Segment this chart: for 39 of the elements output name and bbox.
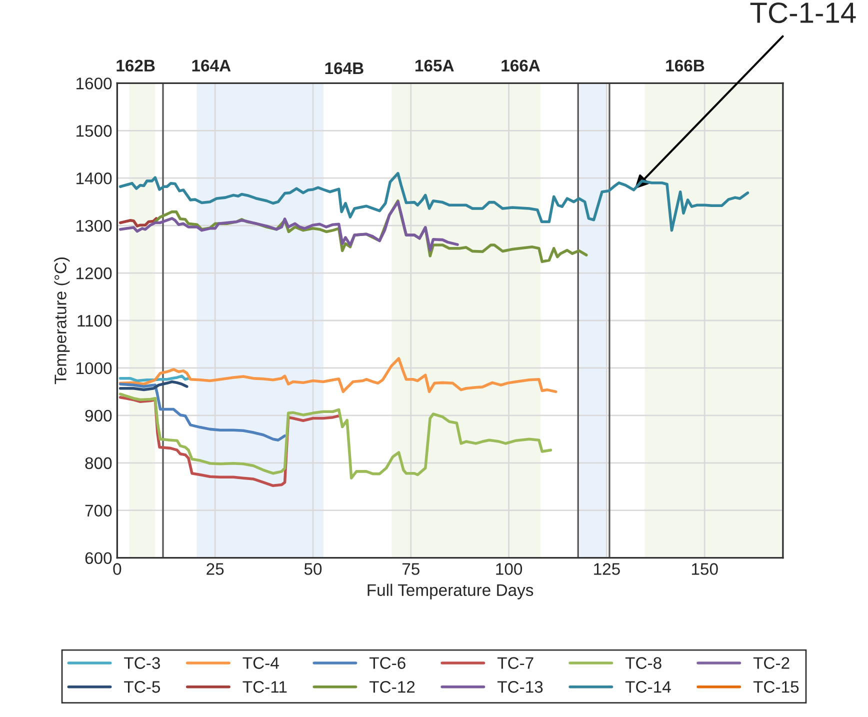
y-tick-label: 1200 <box>76 267 112 280</box>
x-tick-label: 0 <box>113 563 122 575</box>
x-tick-label: 125 <box>594 563 620 575</box>
legend-label: TC-14 <box>625 681 671 693</box>
y-tick-label: 1000 <box>76 362 112 374</box>
legend-label: TC-5 <box>124 681 160 693</box>
legend-label: TC-4 <box>242 657 279 669</box>
y-tick-label: 800 <box>85 457 112 470</box>
legend-label: TC-7 <box>497 657 534 669</box>
y-tick-label: 1600 <box>76 78 112 90</box>
legend-label: TC-3 <box>124 657 160 669</box>
annotation: 166B <box>666 60 704 72</box>
annotation: 165A <box>416 60 454 72</box>
legend-label: TC-6 <box>369 657 406 669</box>
x-axis-title: Full Temperature Days <box>368 584 534 600</box>
y-tick-label: 700 <box>85 504 112 517</box>
annotation: 162B <box>116 60 155 72</box>
legend-label: TC-11 <box>242 681 287 693</box>
y-tick-label: 600 <box>85 552 112 564</box>
legend-label: TC-13 <box>497 681 543 693</box>
y-tick-label: 1500 <box>76 125 112 137</box>
legend-label: TC-15 <box>753 681 799 693</box>
y-tick-label: 900 <box>85 410 112 422</box>
x-tick-label: 75 <box>402 563 420 575</box>
text: 164B <box>325 62 364 74</box>
annotation: 166A <box>502 60 540 72</box>
legend-label: TC-12 <box>369 681 415 693</box>
y-tick-label: 1400 <box>76 172 112 184</box>
y-axis-title: Temperature (°C) <box>54 258 70 384</box>
x-tick-label: 50 <box>304 563 322 575</box>
legend-label: TC-8 <box>625 657 662 669</box>
x-tick-label: 25 <box>206 563 224 575</box>
x-tick-label: 150 <box>692 563 718 575</box>
y-tick-label: 1300 <box>76 220 112 232</box>
y-tick-label: 1100 <box>78 314 112 327</box>
annotation: 164A <box>192 60 231 72</box>
x-tick-label: 100 <box>496 563 522 575</box>
annotation: TC-1-14 <box>750 2 856 24</box>
legend-label: TC-2 <box>753 657 790 669</box>
